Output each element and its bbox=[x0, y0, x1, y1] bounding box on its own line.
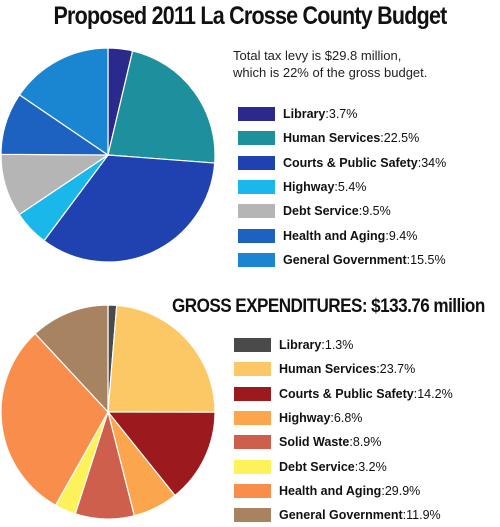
legend-value: 8.9% bbox=[352, 435, 382, 450]
gross-legend-item-general-government: General Government: 11.9% bbox=[234, 503, 453, 527]
legend-value: 23.7% bbox=[379, 362, 416, 377]
legend-swatch bbox=[234, 411, 271, 426]
legend-swatch bbox=[238, 180, 275, 195]
legend-label: Courts & Public Safety bbox=[279, 386, 414, 401]
legend-value: 11.9% bbox=[406, 508, 441, 523]
tax-levy-legend: Library: 3.7% Human Services: 22.5% Courts… bbox=[238, 102, 446, 272]
legend-value: 9.5% bbox=[362, 204, 391, 219]
gross-slice-health-and-aging bbox=[0, 332, 109, 507]
legend-value: 1.3% bbox=[324, 338, 354, 353]
gross-legend-item-debt-service: Debt Service: 3.2% bbox=[234, 454, 453, 478]
legend-label: Health and Aging bbox=[283, 228, 386, 243]
legend-label: General Government bbox=[283, 252, 407, 267]
tax-levy-legend-item-health-and-aging: Health and Aging: 9.4% bbox=[238, 223, 446, 247]
legend-swatch bbox=[234, 483, 271, 498]
tax-levy-slice-human-services bbox=[107, 50, 216, 164]
gross-legend-item-library: Library: 1.3% bbox=[234, 333, 453, 357]
gross-legend-item-human-services: Human Services: 23.7% bbox=[234, 357, 453, 381]
gross-expenditures-title: GROSS EXPENDITURES: $133.76 million bbox=[172, 296, 485, 317]
legend-swatch bbox=[238, 252, 275, 267]
gross-legend-item-courts-and-public-safety: Courts & Public Safety: 14.2% bbox=[234, 382, 453, 406]
legend-swatch bbox=[234, 435, 271, 450]
legend-swatch bbox=[234, 362, 271, 377]
legend-label: Solid Waste bbox=[279, 435, 350, 450]
legend-value: 6.8% bbox=[333, 411, 363, 426]
legend-swatch bbox=[238, 107, 275, 122]
legend-value: 5.4% bbox=[337, 180, 367, 195]
legend-swatch bbox=[234, 338, 271, 353]
legend-swatch bbox=[238, 155, 275, 170]
tax-levy-legend-item-human-services: Human Services: 22.5% bbox=[238, 126, 446, 150]
tax-levy-note: Total tax levy is $29.8 million, which i… bbox=[233, 47, 498, 81]
legend-swatch bbox=[238, 131, 275, 146]
legend-value: 29.9% bbox=[384, 483, 421, 498]
legend-swatch bbox=[234, 386, 271, 401]
legend-label: Health and Aging bbox=[279, 483, 382, 498]
tax-levy-legend-item-highway: Highway: 5.4% bbox=[238, 175, 446, 199]
tax-levy-slice-general-government bbox=[18, 47, 109, 157]
legend-value: 15.5% bbox=[410, 252, 446, 267]
gross-slice-general-government bbox=[34, 304, 109, 414]
legend-value: 22.5% bbox=[383, 131, 420, 146]
legend-label: Library bbox=[279, 338, 322, 353]
legend-swatch bbox=[238, 204, 275, 219]
legend-label: Library bbox=[283, 107, 326, 122]
legend-label: Courts & Public Safety bbox=[283, 155, 418, 170]
legend-label: Human Services bbox=[279, 362, 377, 377]
legend-label: Debt Service bbox=[283, 204, 359, 219]
note-line-2: which is 22% of the gross budget. bbox=[233, 65, 428, 80]
legend-swatch bbox=[234, 459, 271, 474]
note-line-1: Total tax levy is $29.8 million, bbox=[233, 48, 402, 63]
tax-levy-legend-item-debt-service: Debt Service: 9.5% bbox=[238, 199, 446, 223]
legend-label: General Government bbox=[279, 508, 403, 523]
tax-levy-slice-courts-and-public-safety bbox=[43, 154, 216, 263]
legend-label: Highway bbox=[279, 411, 331, 426]
legend-value: 14.2% bbox=[417, 386, 453, 401]
legend-label: Highway bbox=[283, 180, 335, 195]
tax-levy-legend-item-general-government: General Government: 15.5% bbox=[238, 248, 446, 272]
gross-expenditures-legend: Library: 1.3% Human Services: 23.7% Courts… bbox=[234, 333, 453, 527]
gross-legend-item-health-and-aging: Health and Aging: 29.9% bbox=[234, 479, 453, 503]
page-title: Proposed 2011 La Crosse County Budget bbox=[53, 2, 447, 30]
tax-levy-legend-item-courts-and-public-safety: Courts & Public Safety: 34% bbox=[238, 151, 446, 175]
legend-value: 3.7% bbox=[328, 107, 358, 122]
gross-expenditures-pie-chart bbox=[0, 304, 216, 520]
tax-levy-pie-chart bbox=[0, 47, 216, 263]
gross-slice-human-services bbox=[107, 304, 216, 413]
legend-value: 9.4% bbox=[388, 228, 418, 243]
tax-levy-legend-item-library: Library: 3.7% bbox=[238, 102, 446, 126]
legend-value: 34% bbox=[421, 155, 447, 170]
legend-swatch bbox=[234, 508, 271, 523]
legend-label: Debt Service bbox=[279, 459, 355, 474]
legend-label: Human Services bbox=[283, 131, 381, 146]
legend-swatch bbox=[238, 228, 275, 243]
gross-slice-courts-and-public-safety bbox=[106, 411, 216, 497]
gross-legend-item-highway: Highway: 6.8% bbox=[234, 406, 453, 430]
legend-value: 3.2% bbox=[358, 459, 387, 474]
gross-legend-item-solid-waste: Solid Waste: 8.9% bbox=[234, 430, 453, 454]
